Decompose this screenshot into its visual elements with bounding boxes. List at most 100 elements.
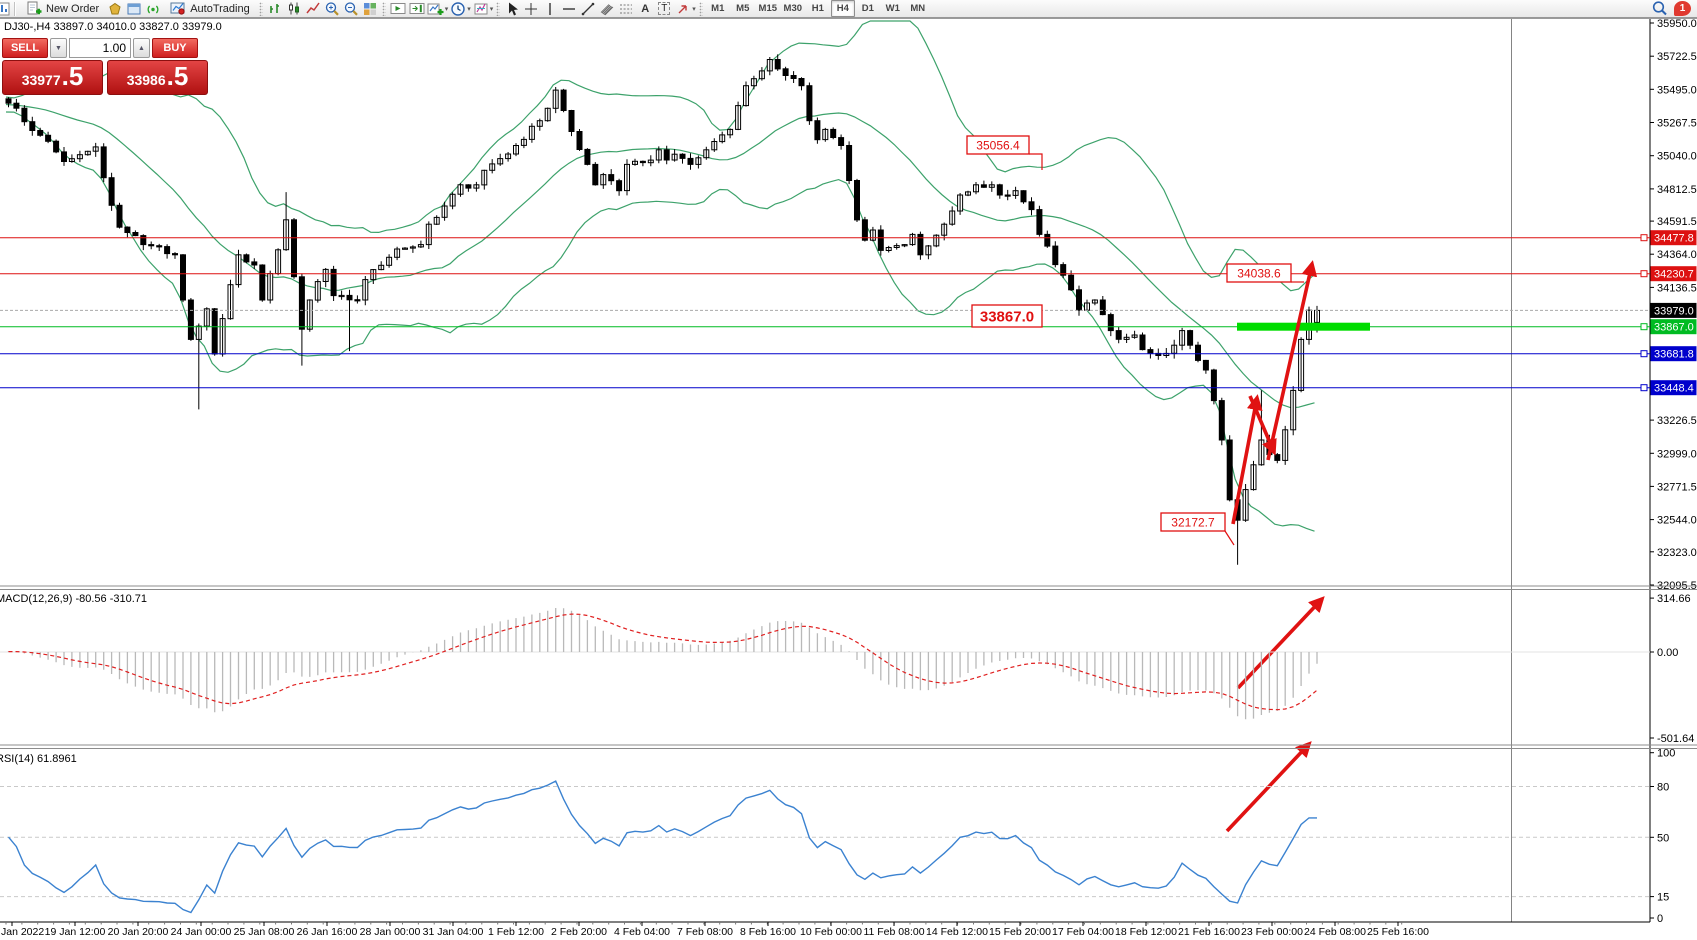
line-anchor-square[interactable]: [1640, 234, 1648, 242]
time-label[interactable]: 1 Feb 12:00: [488, 926, 544, 938]
templates-dropdown-caret[interactable]: ▾: [489, 5, 494, 13]
time-label[interactable]: 18 Feb 12:00: [1115, 926, 1177, 938]
time-label[interactable]: Jan 2022: [1, 926, 44, 938]
volume-input[interactable]: [69, 38, 131, 58]
time-label[interactable]: 10 Feb 00:00: [800, 926, 862, 938]
volume-decrease-button[interactable]: ▼: [50, 38, 67, 58]
bollinger-middle-band: [5, 103, 1315, 409]
time-label[interactable]: 23 Feb 00:00: [1241, 926, 1303, 938]
notification-badge[interactable]: 1: [1674, 1, 1691, 16]
green-support-zone[interactable]: [1237, 322, 1370, 331]
timeframe-d1[interactable]: D1: [861, 3, 874, 14]
line-anchor-square[interactable]: [1640, 270, 1648, 278]
time-label[interactable]: 24 Jan 00:00: [171, 926, 232, 938]
indicators-icon[interactable]: [427, 1, 445, 17]
time-label[interactable]: 21 Feb 16:00: [1178, 926, 1240, 938]
cursor-icon[interactable]: [503, 1, 521, 17]
time-label[interactable]: 7 Feb 08:00: [677, 926, 733, 938]
rsi-arrow-up[interactable]: [1225, 741, 1312, 833]
toolbar-grip[interactable]: [381, 1, 386, 16]
window-icon[interactable]: [0, 1, 11, 17]
buy-price-fraction: .5: [166, 61, 189, 91]
svg-text:33867.0: 33867.0: [980, 308, 1034, 325]
periods-dropdown-caret[interactable]: ▾: [467, 5, 471, 13]
buy-button[interactable]: BUY: [152, 38, 198, 58]
arrows-dropdown-caret[interactable]: ▾: [692, 5, 696, 13]
time-label[interactable]: 25 Feb 16:00: [1367, 926, 1429, 938]
candlestick-chart-icon[interactable]: [285, 1, 303, 17]
autotrading-button[interactable]: AutoTrading: [163, 1, 256, 16]
time-label[interactable]: 28 Jan 00:00: [360, 926, 421, 938]
time-label[interactable]: 31 Jan 04:00: [423, 926, 484, 938]
timeframe-m15[interactable]: M15: [758, 3, 778, 14]
time-label[interactable]: 24 Feb 08:00: [1304, 926, 1366, 938]
line-anchor-square[interactable]: [1640, 384, 1648, 392]
macd-histogram: [7, 608, 1318, 720]
templates-icon[interactable]: [472, 1, 490, 17]
fibonacci-icon[interactable]: [617, 1, 635, 17]
toolbar-grip[interactable]: [496, 1, 501, 16]
time-label[interactable]: 4 Feb 04:00: [614, 926, 670, 938]
periods-icon[interactable]: [449, 1, 467, 17]
text-icon[interactable]: A: [641, 2, 650, 15]
new-order-button[interactable]: New Order: [19, 1, 105, 16]
terminal-window-icon[interactable]: [125, 1, 143, 17]
crosshair-icon[interactable]: [522, 1, 540, 17]
time-label[interactable]: 19 Jan 12:00: [45, 926, 106, 938]
vertical-line-icon[interactable]: [541, 1, 559, 17]
toolbar-grip[interactable]: [258, 1, 263, 16]
rsi-line: [7, 780, 1317, 914]
price-callout[interactable]: 33867.0: [971, 304, 1043, 328]
sell-price-display[interactable]: 33977 .5: [2, 60, 103, 95]
line-anchor-square[interactable]: [1640, 350, 1648, 358]
line-chart-icon[interactable]: [304, 1, 322, 17]
equidistant-channel-icon[interactable]: [598, 1, 616, 17]
time-label[interactable]: 8 Feb 16:00: [740, 926, 796, 938]
horizontal-line-icon[interactable]: [560, 1, 578, 17]
time-label[interactable]: 17 Feb 04:00: [1052, 926, 1114, 938]
toolbar-grip[interactable]: [698, 1, 703, 16]
timeframe-w1[interactable]: W1: [885, 3, 900, 14]
price-callout[interactable]: 35056.4: [966, 135, 1043, 170]
time-label[interactable]: 2 Feb 20:00: [551, 926, 607, 938]
trend-arrow-up-1[interactable]: [1231, 394, 1263, 525]
sell-button[interactable]: SELL: [2, 38, 48, 58]
macd-tick: 314.66: [1657, 593, 1691, 605]
indicators-dropdown-caret[interactable]: ▾: [444, 5, 449, 13]
time-label[interactable]: 15 Feb 20:00: [989, 926, 1051, 938]
zoom-out-icon[interactable]: [342, 1, 360, 17]
zoom-in-icon[interactable]: [323, 1, 341, 17]
auto-scroll-icon[interactable]: [389, 1, 407, 17]
text-label-icon[interactable]: T: [655, 1, 673, 17]
macd-arrow-up[interactable]: [1236, 596, 1325, 690]
price-callout[interactable]: 34038.6: [1226, 263, 1304, 283]
market-watch-icon[interactable]: [106, 1, 124, 17]
time-label[interactable]: 26 Jan 16:00: [297, 926, 358, 938]
bar-chart-icon[interactable]: [266, 1, 284, 17]
price-callout[interactable]: 32172.7: [1160, 512, 1235, 546]
trend-arrow-down-1[interactable]: [1248, 395, 1277, 456]
trendline-icon[interactable]: [579, 1, 597, 17]
time-label[interactable]: 14 Feb 12:00: [926, 926, 988, 938]
timeframe-h1[interactable]: H1: [811, 3, 824, 14]
search-icon[interactable]: [1650, 1, 1668, 17]
timeframe-m5[interactable]: M5: [736, 3, 750, 14]
time-label[interactable]: 20 Jan 20:00: [108, 926, 169, 938]
volume-increase-button[interactable]: ▲: [133, 38, 150, 58]
timeframe-m30[interactable]: M30: [783, 3, 803, 14]
time-label[interactable]: 11 Feb 08:00: [863, 926, 924, 938]
chart-shift-icon[interactable]: [408, 1, 426, 17]
line-anchor-square[interactable]: [1640, 323, 1648, 331]
trend-arrow-up-2[interactable]: [1266, 260, 1318, 461]
time-label[interactable]: 25 Jan 08:00: [234, 926, 295, 938]
signals-icon[interactable]: [144, 1, 162, 17]
autotrading-icon: [169, 1, 187, 17]
timeframe-m1[interactable]: M1: [711, 3, 725, 14]
buy-price-display[interactable]: 33986 .5: [107, 60, 208, 95]
rsi-tick: 50: [1657, 832, 1669, 844]
timeframe-h4[interactable]: H4: [830, 0, 855, 17]
price-tick: 32999.0: [1657, 448, 1697, 460]
arrows-icon[interactable]: [674, 1, 692, 17]
tile-windows-icon[interactable]: [361, 1, 379, 17]
timeframe-mn[interactable]: MN: [910, 3, 926, 14]
